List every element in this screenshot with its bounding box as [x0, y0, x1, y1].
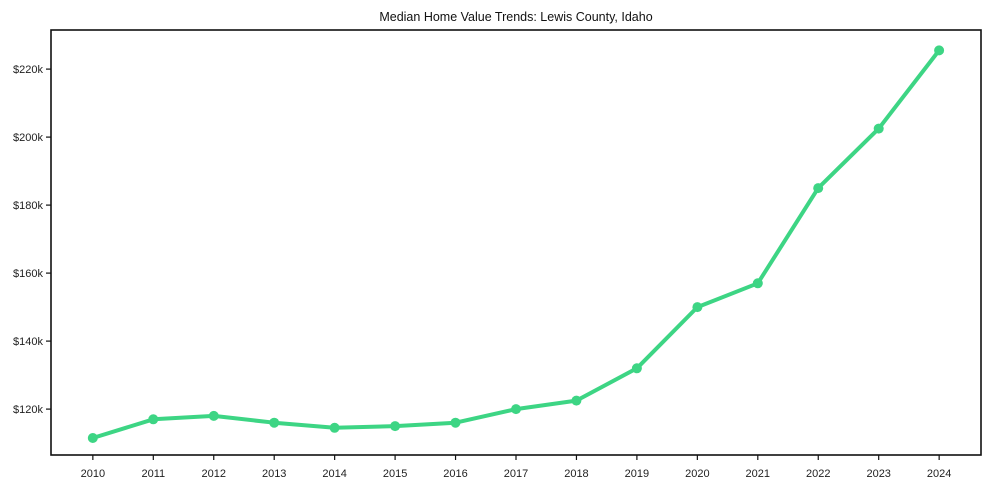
y-axis-ticks: $120k $140k $160k $180k $200k $220k: [13, 64, 51, 416]
y-tick-label: $180k: [13, 200, 43, 212]
data-point-marker: [571, 395, 582, 406]
x-tick-label: 2011: [141, 468, 165, 480]
x-tick-label: 2010: [81, 468, 105, 480]
data-point-marker: [390, 421, 401, 432]
data-point-marker: [87, 433, 98, 443]
data-point-marker: [631, 363, 642, 374]
plot-frame-group: [50, 29, 982, 456]
x-tick-label: 2023: [866, 468, 890, 480]
chart-title: Median Home Value Trends: Lewis County, …: [379, 10, 652, 24]
data-point-marker: [148, 414, 159, 425]
data-point-marker: [511, 404, 521, 415]
data-point-marker: [813, 183, 824, 194]
x-tick-label: 2021: [746, 468, 770, 480]
x-tick-label: 2012: [202, 468, 226, 480]
data-point-marker: [752, 278, 763, 289]
x-tick-label: 2016: [443, 468, 467, 480]
y-tick-label: $140k: [13, 336, 43, 348]
data-point-marker: [269, 417, 280, 428]
y-tick-label: $220k: [13, 64, 43, 76]
y-tick-label: $200k: [13, 132, 43, 144]
x-tick-label: 2020: [685, 468, 709, 480]
x-tick-label: 2014: [322, 468, 346, 480]
x-tick-label: 2013: [262, 468, 286, 480]
data-point-marker: [873, 123, 884, 134]
plot-frame: [50, 29, 982, 456]
y-tick-label: $120k: [13, 404, 43, 416]
x-tick-label: 2018: [564, 468, 588, 480]
x-tick-label: 2022: [806, 468, 830, 480]
y-tick-label: $160k: [13, 268, 43, 280]
data-point-marker: [450, 417, 461, 428]
x-tick-label: 2015: [383, 468, 407, 480]
data-markers-group: [87, 45, 945, 443]
data-point-marker: [208, 410, 219, 421]
data-point-marker: [329, 422, 340, 433]
x-tick-label: 2017: [504, 468, 528, 480]
x-axis-ticks: 2010 2011 2012 2013 2014 2015 2016 2017 2018 2019…: [81, 455, 951, 480]
x-tick-label: 2019: [625, 468, 649, 480]
data-point-marker: [692, 302, 703, 313]
x-tick-label: 2024: [927, 468, 951, 480]
data-point-marker: [934, 45, 945, 56]
